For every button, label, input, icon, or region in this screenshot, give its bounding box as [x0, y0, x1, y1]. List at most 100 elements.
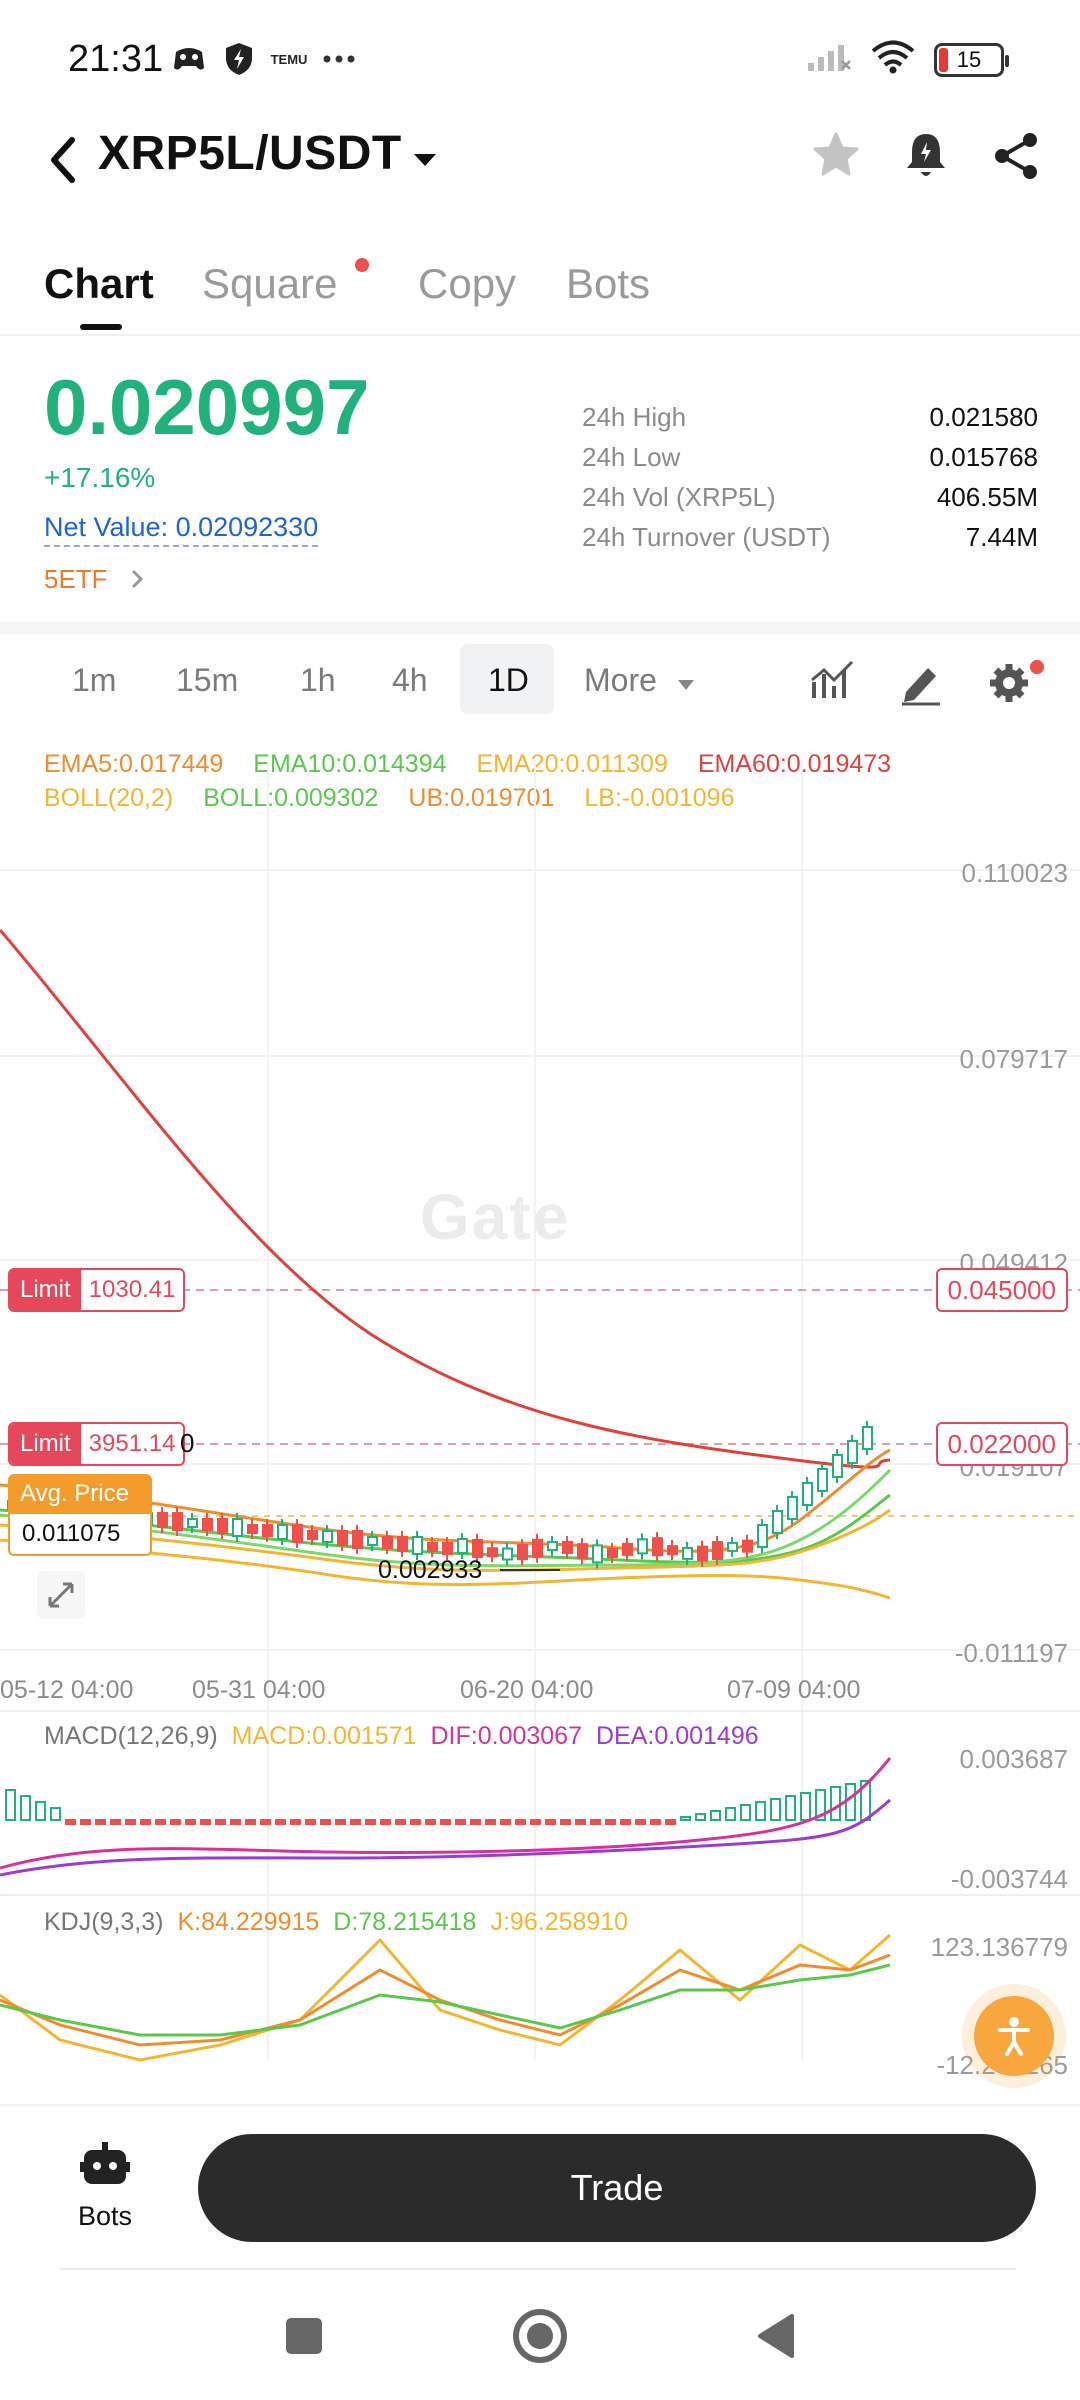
macd-bar — [185, 1819, 196, 1825]
timeframe-more[interactable]: More — [584, 662, 657, 698]
limit-trailing-text: 0 — [180, 1428, 195, 1458]
bots-button[interactable]: Bots — [60, 2142, 150, 2232]
macd-y-top: 0.003687 — [959, 1744, 1068, 1774]
favorite-star-icon[interactable] — [806, 126, 866, 186]
tab-chart[interactable]: Chart — [44, 260, 154, 307]
candle — [427, 1542, 438, 1552]
macd-bar — [830, 1786, 841, 1821]
candle — [262, 1524, 273, 1537]
candle — [352, 1530, 363, 1549]
stat-label: 24h High — [582, 402, 687, 432]
timeframe-4h[interactable]: 4h — [392, 662, 428, 698]
boll-legend-item: UB:0.019701 — [408, 784, 555, 812]
candle — [817, 1468, 828, 1492]
ema-legend-item: EMA20:0.011309 — [476, 750, 668, 778]
home-circle-icon[interactable] — [508, 2304, 572, 2368]
back-button[interactable] — [40, 130, 90, 190]
dif-line — [0, 1757, 892, 1870]
avg-price-value: 0.011075 — [8, 1514, 152, 1556]
indicators-icon[interactable] — [808, 656, 858, 706]
candle — [547, 1541, 558, 1552]
timeframe-bar: 1m 15m 1h 4h 1D More — [0, 634, 1080, 734]
pair-dropdown-icon[interactable] — [410, 144, 440, 174]
tab-bar: Chart Square Copy Bots — [0, 240, 1080, 336]
macd-bar — [845, 1783, 856, 1821]
macd-bar — [815, 1789, 826, 1821]
accessibility-button[interactable] — [974, 1996, 1054, 2076]
boll-legend-item: BOLL:0.009302 — [203, 784, 379, 812]
candle — [757, 1524, 768, 1548]
expand-fullscreen-icon[interactable] — [36, 1570, 86, 1620]
timeframe-1m[interactable]: 1m — [72, 662, 117, 698]
limit-label: Limit — [10, 1270, 81, 1310]
macd-bar — [770, 1798, 781, 1821]
y-axis-label: -0.011197 — [954, 1638, 1068, 1668]
macd-bar — [560, 1819, 571, 1825]
trade-button[interactable]: Trade — [198, 2134, 1036, 2242]
stat-row: 24h Vol (XRP5L) 406.55M — [582, 482, 1038, 522]
price-chart[interactable] — [0, 740, 1080, 2090]
kdj-j-line — [0, 1933, 891, 2062]
limit-price-tag[interactable]: 0.045000 — [935, 1268, 1068, 1312]
recents-square-icon[interactable] — [272, 2304, 336, 2368]
macd-bar — [500, 1819, 511, 1825]
candle — [652, 1537, 663, 1557]
status-bar: 21:31 TEMU 15 — [0, 0, 1080, 110]
timeframe-1h[interactable]: 1h — [300, 662, 336, 698]
candle — [847, 1440, 858, 1464]
shield-bolt-icon — [222, 42, 256, 76]
macd-bar — [50, 1807, 61, 1821]
x-axis-label: 07-09 04:00 — [727, 1676, 861, 1704]
back-triangle-icon[interactable] — [746, 2304, 810, 2368]
macd-bar — [785, 1795, 796, 1821]
macd-bar — [320, 1819, 331, 1825]
timeframe-15m[interactable]: 15m — [176, 662, 239, 698]
pair-title[interactable]: XRP5L/USDT — [98, 127, 402, 180]
more-dots-icon — [322, 42, 356, 76]
candle — [397, 1536, 408, 1552]
y-axis-label: 0.079717 — [959, 1044, 1068, 1074]
macd-bar — [65, 1819, 76, 1825]
macd-bar — [590, 1819, 601, 1825]
candle — [727, 1541, 738, 1552]
draw-pen-icon[interactable] — [896, 656, 946, 706]
tab-bots[interactable]: Bots — [566, 260, 651, 307]
macd-bar — [365, 1819, 376, 1825]
limit-qty: 1030.41 — [88, 1276, 176, 1303]
chevron-right-icon[interactable] — [128, 568, 146, 590]
system-nav-bar — [0, 2280, 1080, 2400]
gate-watermark: Gate — [420, 1181, 571, 1253]
candle — [172, 1512, 183, 1531]
price-alert-bell-icon[interactable] — [896, 126, 956, 186]
limit-order-tag[interactable]: Limit 1030.41 — [8, 1268, 186, 1312]
candle — [337, 1530, 348, 1546]
macd-bar — [170, 1819, 181, 1825]
candle — [382, 1536, 393, 1549]
ema10-line — [0, 1468, 892, 1568]
limit-order-tag[interactable]: Limit 3951.14 — [8, 1422, 186, 1466]
macd-bar — [410, 1819, 421, 1825]
stat-row: 24h High 0.021580 — [582, 402, 1038, 442]
net-value[interactable]: Net Value: 0.02092330 — [44, 512, 319, 547]
candle — [592, 1544, 603, 1564]
macd-bar — [800, 1792, 811, 1821]
tab-copy[interactable]: Copy — [418, 260, 517, 307]
battery-icon: 15 — [934, 42, 1009, 77]
etf-link[interactable]: 5ETF — [44, 564, 108, 594]
kdj-k-line — [0, 1953, 891, 2047]
chart-settings-gear-icon[interactable] — [984, 656, 1034, 706]
macd-bar — [455, 1819, 466, 1825]
kdj-j-value: J:96.258910 — [490, 1908, 629, 1936]
candle — [562, 1540, 573, 1554]
stat-label: 24h Turnover (USDT) — [582, 522, 831, 552]
macd-bar — [290, 1819, 301, 1825]
caret-down-icon[interactable] — [676, 678, 696, 692]
timeframe-1d[interactable]: 1D — [488, 662, 529, 698]
x-axis-label: 05-31 04:00 — [192, 1676, 326, 1704]
share-icon[interactable] — [986, 126, 1046, 186]
limit-price-tag[interactable]: 0.022000 — [935, 1422, 1068, 1466]
macd-bar — [575, 1819, 586, 1825]
stat-value: 0.021580 — [929, 402, 1038, 432]
tab-square[interactable]: Square — [202, 260, 338, 307]
candle — [457, 1538, 468, 1555]
